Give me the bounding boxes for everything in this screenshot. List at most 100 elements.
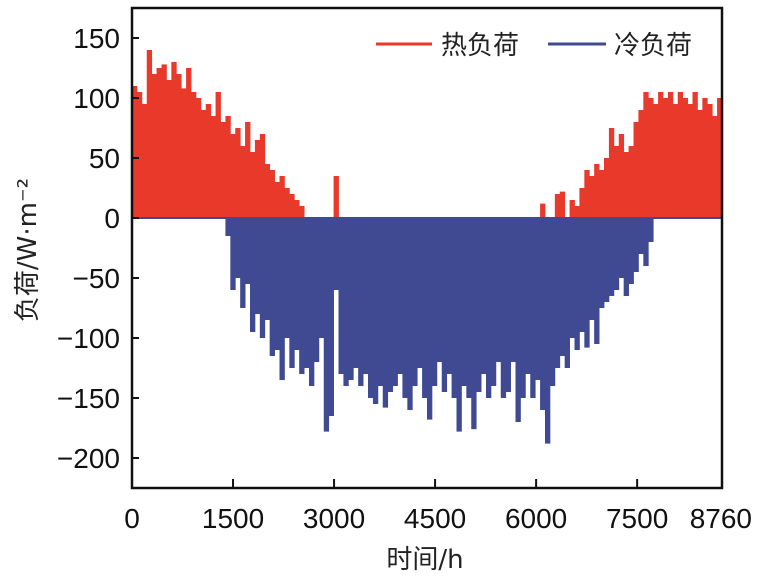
cool-load-bar xyxy=(274,218,280,350)
heat-load-bar xyxy=(171,62,177,218)
heat-load-bar xyxy=(682,98,688,218)
heat-load-bar xyxy=(245,122,251,218)
heat-load-bar xyxy=(717,98,723,218)
heat-load-bar xyxy=(569,200,575,218)
x-tick-label: 0 xyxy=(124,503,140,534)
cool-load-bar xyxy=(574,218,580,350)
cool-load-bar xyxy=(446,218,452,374)
bars-group xyxy=(132,50,723,444)
cool-load-bar xyxy=(476,218,482,392)
heat-load-bar xyxy=(648,98,654,218)
heat-load-bar xyxy=(540,203,546,218)
cool-load-bar xyxy=(540,218,546,410)
cool-load-bar xyxy=(304,218,310,368)
heat-load-bar xyxy=(191,92,197,218)
cool-load-bar xyxy=(431,218,438,386)
heat-load-bar xyxy=(299,206,305,218)
cool-load-bar xyxy=(299,218,305,374)
y-tick-label: −50 xyxy=(73,263,121,294)
cool-load-bar xyxy=(289,218,295,368)
heat-load-bar xyxy=(589,176,595,218)
cool-load-bar xyxy=(589,218,595,320)
x-tick-label: 4500 xyxy=(404,503,466,534)
heat-load-bar xyxy=(643,92,649,218)
heat-load-bar xyxy=(166,80,172,218)
cool-load-bar xyxy=(323,218,330,432)
cool-load-bar xyxy=(402,218,408,398)
heat-load-bar xyxy=(210,116,216,218)
cool-load-bar xyxy=(412,218,418,386)
cool-load-bar xyxy=(284,218,290,338)
x-tick-label: 1500 xyxy=(202,503,264,534)
cool-load-bar xyxy=(382,218,389,408)
cool-load-bar xyxy=(579,218,585,332)
heat-load-bar xyxy=(230,134,236,218)
heat-load-bar xyxy=(289,194,295,218)
heat-load-bar xyxy=(146,50,153,218)
heat-load-bar xyxy=(628,146,634,218)
heat-load-bar xyxy=(653,104,659,218)
heat-load-bar xyxy=(608,128,615,218)
cool-load-bar xyxy=(397,218,403,374)
cool-load-bar xyxy=(225,218,231,236)
heat-load-bar xyxy=(200,110,207,218)
cool-load-bar xyxy=(387,218,393,392)
heat-load-bar xyxy=(161,64,167,219)
cool-load-bar xyxy=(520,218,526,398)
heat-load-bar xyxy=(274,182,280,218)
cool-load-bar xyxy=(309,218,315,386)
cool-load-bar xyxy=(250,218,256,332)
cool-load-bar xyxy=(628,218,634,284)
cool-load-bar xyxy=(343,218,349,386)
cool-load-bar xyxy=(451,218,457,398)
cool-load-bar xyxy=(604,218,610,302)
heat-load-bar xyxy=(186,68,192,218)
cool-load-bar xyxy=(338,218,344,374)
heat-load-bar xyxy=(599,170,605,218)
heat-load-bar xyxy=(594,164,600,218)
cool-load-bar xyxy=(545,218,551,444)
cool-load-bar xyxy=(481,218,487,374)
heat-load-bar xyxy=(692,92,698,218)
cool-load-bar xyxy=(363,218,369,374)
y-tick-label: 50 xyxy=(89,143,120,174)
y-tick-label: −100 xyxy=(57,323,120,354)
x-tick-label: 3000 xyxy=(303,503,365,534)
heat-load-bar xyxy=(697,110,703,218)
cool-load-bar xyxy=(318,218,325,338)
cool-load-bar xyxy=(254,218,261,314)
cool-load-bar xyxy=(358,218,364,386)
cool-load-bar xyxy=(549,218,556,386)
cool-load-bar xyxy=(427,218,433,420)
cool-load-bar xyxy=(441,218,448,392)
cool-load-bar xyxy=(456,218,462,432)
cool-load-bar xyxy=(461,218,467,386)
cool-load-bar xyxy=(392,218,398,386)
heat-load-bar xyxy=(623,152,629,218)
heat-load-bar xyxy=(613,146,620,218)
cool-load-bar xyxy=(407,218,413,410)
heat-load-bar xyxy=(235,128,241,218)
heat-load-bar xyxy=(663,98,669,218)
heat-load-bar xyxy=(151,74,157,218)
heat-load-bar xyxy=(205,104,212,218)
cool-load-bar xyxy=(368,218,374,398)
cool-load-bar xyxy=(530,218,536,398)
heat-load-bar xyxy=(333,176,339,218)
cool-load-bar xyxy=(515,218,521,422)
heat-load-bar xyxy=(279,176,285,218)
heat-load-bar xyxy=(240,146,246,218)
cool-load-bar xyxy=(613,218,620,290)
cool-load-bar xyxy=(564,218,570,368)
cool-load-bar xyxy=(554,218,561,368)
heat-load-bar xyxy=(712,116,718,218)
heat-load-bar xyxy=(658,92,664,218)
cool-load-bar xyxy=(259,218,266,338)
x-tick-label: 7500 xyxy=(606,503,668,534)
cool-load-bar xyxy=(510,218,516,362)
heat-load-bar xyxy=(156,68,162,218)
cool-load-bar xyxy=(618,218,625,278)
heat-load-bar xyxy=(618,134,625,218)
cool-load-bar xyxy=(486,218,492,398)
